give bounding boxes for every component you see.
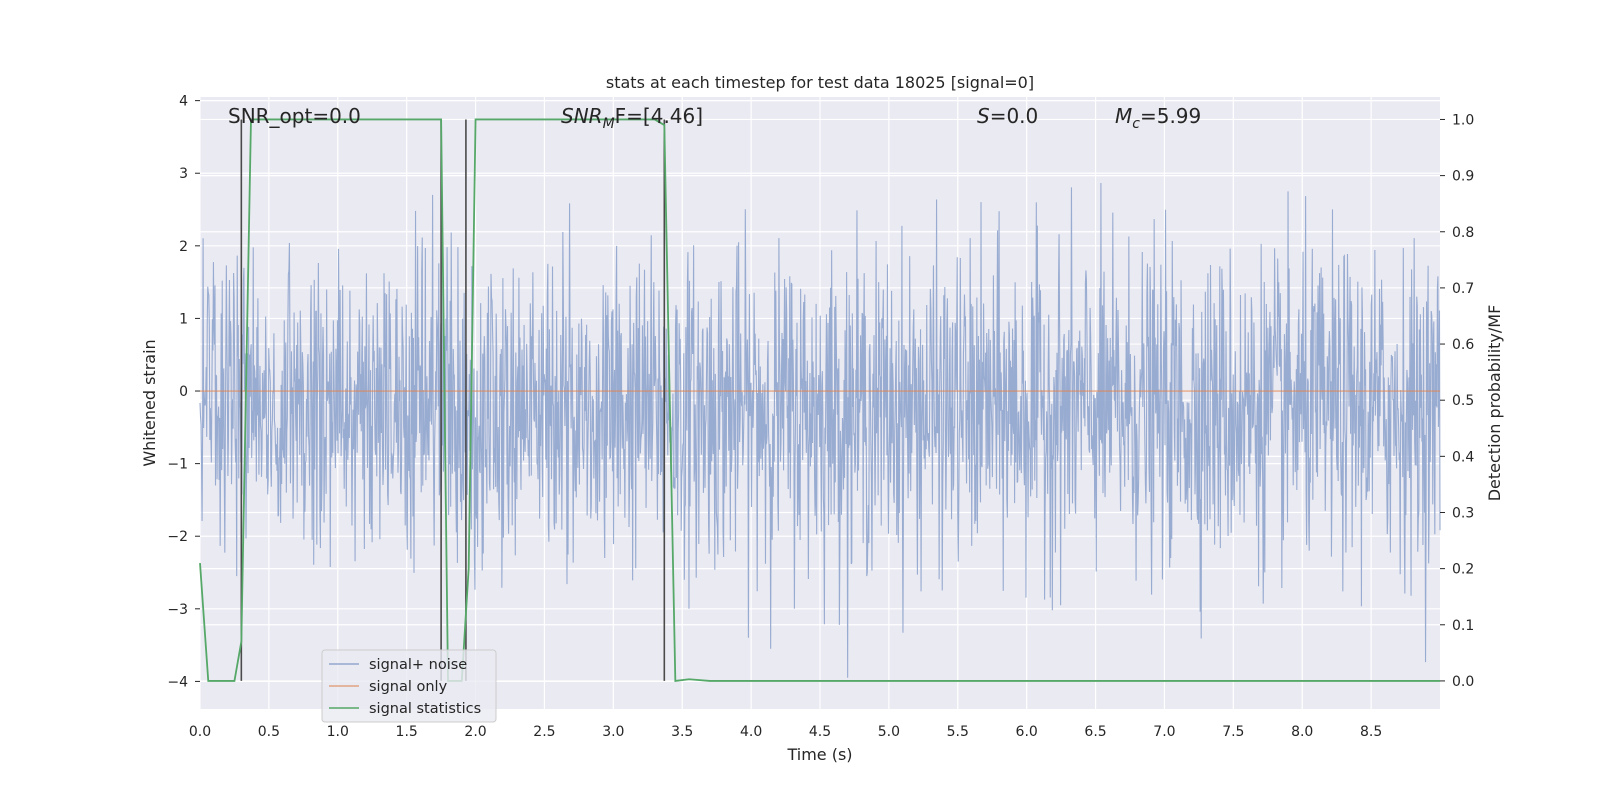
x-tick-label: 6.5 xyxy=(1084,724,1106,740)
x-tick-label: 2.5 xyxy=(533,724,555,740)
y-left-tick-label: 2 xyxy=(179,239,188,255)
y-left-tick-label: 3 xyxy=(179,166,188,182)
snr-mf-subscript: M xyxy=(603,116,615,132)
y-left-tick-label: −3 xyxy=(167,602,188,618)
x-axis-ticks: 0.0 0.5 1.0 1.5 2.0 2.5 3.0 3.5 4.0 4.5 5.0 5.5 6.0 6… xyxy=(189,724,1382,740)
y-right-tick-label: 1.0 xyxy=(1452,112,1474,128)
x-tick-label: 8.0 xyxy=(1291,724,1313,740)
x-tick-label: 4.0 xyxy=(740,724,762,740)
y-right-tick-label: 0.9 xyxy=(1452,169,1474,185)
x-tick-label: 4.5 xyxy=(809,724,831,740)
snr-mf-prefix: SNR xyxy=(561,104,603,128)
snr-mf-annotation: SNRMF=[4.46] xyxy=(561,104,703,132)
s-annotation: S=0.0 xyxy=(977,104,1038,128)
s-suffix: =0.0 xyxy=(990,104,1039,128)
y-right-tick-label: 0.8 xyxy=(1452,225,1474,241)
y-right-tick-label: 0.4 xyxy=(1452,449,1474,465)
x-tick-label: 6.0 xyxy=(1016,724,1038,740)
vertical-markers xyxy=(240,119,666,681)
y-left-tick-label: 1 xyxy=(179,311,188,327)
snr-opt-annotation: SNR_opt=0.0 xyxy=(228,104,361,128)
signal-noise-line xyxy=(199,182,1441,678)
y-left-axis-ticks: 4 3 2 1 0 −1 −2 −3 −4 xyxy=(167,94,200,690)
legend-label-signal-only: signal only xyxy=(369,679,448,695)
y-right-tick-label: 0.3 xyxy=(1452,505,1474,521)
x-tick-label: 0.0 xyxy=(189,724,211,740)
x-tick-label: 1.0 xyxy=(327,724,349,740)
y-left-tick-label: −2 xyxy=(167,529,188,545)
chart-title: stats at each timestep for test data 180… xyxy=(606,73,1034,92)
y-left-tick-label: −1 xyxy=(167,457,188,473)
x-tick-label: 1.5 xyxy=(396,724,418,740)
x-axis-label: Time (s) xyxy=(786,745,852,764)
legend: signal+ noise signal only signal statist… xyxy=(321,649,497,723)
s-prefix: S xyxy=(977,104,990,128)
x-tick-label: 7.5 xyxy=(1222,724,1244,740)
x-tick-label: 0.5 xyxy=(258,724,280,740)
y-right-tick-label: 0.5 xyxy=(1452,393,1474,409)
mc-annotation: Mc=5.99 xyxy=(1115,104,1201,132)
y-left-tick-label: 0 xyxy=(179,384,188,400)
legend-box xyxy=(321,649,497,723)
x-tick-label: 8.5 xyxy=(1360,724,1382,740)
snr-mf-suffix: F=[4.46] xyxy=(615,104,703,128)
x-tick-label: 5.5 xyxy=(947,724,969,740)
y-right-tick-label: 0.6 xyxy=(1452,337,1474,353)
y-right-axis-label: Detection probability/MF xyxy=(1485,305,1504,502)
x-tick-label: 5.0 xyxy=(878,724,900,740)
x-tick-label: 3.0 xyxy=(602,724,624,740)
mc-prefix: M xyxy=(1115,104,1132,128)
legend-label-signal-noise: signal+ noise xyxy=(369,657,467,673)
x-tick-label: 3.5 xyxy=(671,724,693,740)
signal-noise-series xyxy=(199,182,1441,678)
y-left-axis-label: Whitened strain xyxy=(140,339,159,466)
legend-label-signal-statistics: signal statistics xyxy=(369,701,481,717)
y-left-tick-label: −4 xyxy=(167,674,188,690)
y-right-axis-ticks: 1.0 0.9 0.8 0.7 0.6 0.5 0.4 0.3 0.2 0.1 0.0 xyxy=(1440,112,1474,690)
y-right-tick-label: 0.1 xyxy=(1452,618,1474,634)
x-tick-label: 2.0 xyxy=(464,724,486,740)
mc-subscript: c xyxy=(1132,116,1140,132)
y-right-tick-label: 0.7 xyxy=(1452,281,1474,297)
mc-suffix: =5.99 xyxy=(1140,104,1201,128)
x-tick-label: 7.0 xyxy=(1153,724,1175,740)
y-left-tick-label: 4 xyxy=(179,94,188,110)
y-right-tick-label: 0.2 xyxy=(1452,562,1474,578)
y-right-tick-label: 0.0 xyxy=(1452,674,1474,690)
